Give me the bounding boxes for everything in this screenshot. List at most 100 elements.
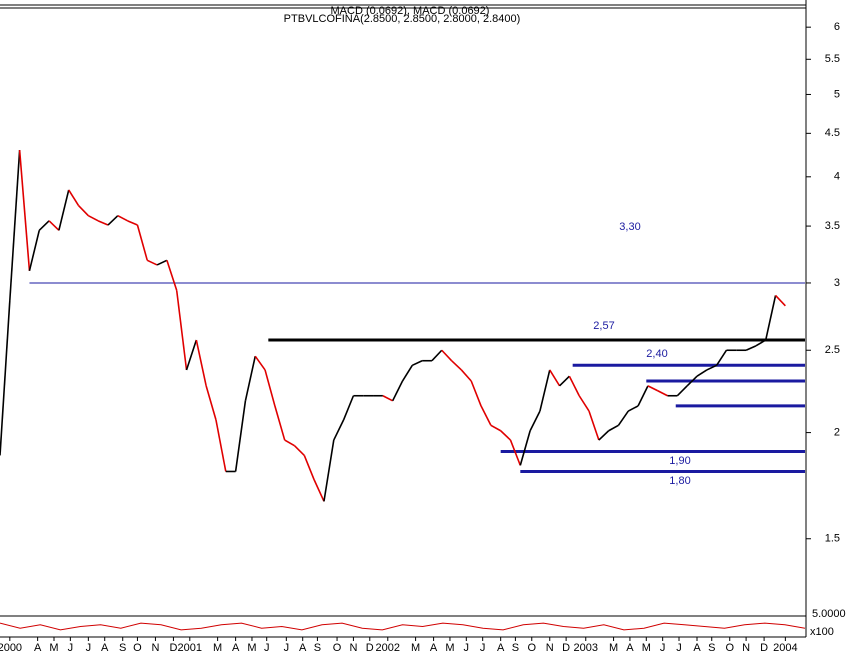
price-segment	[529, 410, 541, 432]
price-segment	[323, 439, 335, 502]
price-segment	[549, 369, 561, 387]
price-segment	[333, 419, 345, 441]
price-segment	[696, 369, 708, 377]
price-segment	[676, 385, 688, 397]
level-annotation: 1,90	[669, 455, 690, 467]
x-tick-label: A	[34, 642, 42, 654]
x-tick-label: J	[264, 642, 270, 654]
price-segment	[617, 410, 629, 426]
price-segment	[87, 214, 99, 222]
x-tick-label: D	[562, 642, 570, 654]
x-tick-label: N	[349, 642, 357, 654]
x-tick-label: M	[247, 642, 256, 654]
price-segment	[470, 380, 482, 407]
price-segment	[578, 395, 590, 412]
x-tick-label: A	[497, 642, 505, 654]
x-tick-label: 2002	[376, 642, 400, 654]
price-segment	[647, 385, 659, 392]
x-tick-label: A	[693, 642, 701, 654]
price-segment	[9, 150, 21, 301]
y-tick-label: 3	[834, 277, 840, 289]
x-tick-label: 2001	[178, 642, 202, 654]
x-tick-label: J	[284, 642, 290, 654]
price-segment	[764, 295, 777, 341]
x-tick-label: D	[169, 642, 177, 654]
x-tick-label: J	[660, 642, 666, 654]
price-segment	[156, 259, 168, 266]
price-segment	[411, 360, 423, 367]
price-segment	[490, 424, 502, 432]
price-segment	[38, 220, 50, 231]
price-segment	[598, 430, 610, 441]
price-segment	[568, 375, 580, 397]
x-tick-label: N	[151, 642, 159, 654]
price-segment	[234, 400, 247, 472]
price-segment	[0, 300, 11, 456]
x-tick-label: M	[213, 642, 222, 654]
y-tick-label: 4	[834, 171, 840, 183]
indicator-title: MACD (0.0692), MACD (0.0692)	[331, 5, 490, 17]
y-tick-label: 2	[834, 426, 840, 438]
price-segment	[303, 455, 315, 481]
price-segment	[509, 439, 522, 466]
y-tick-label: 5.5	[825, 53, 840, 65]
y-tick-label: 1.5	[825, 533, 840, 545]
price-segment	[68, 189, 80, 206]
price-segment	[451, 360, 462, 371]
y-tick-label: 5	[834, 88, 840, 100]
y-tick-label: 3.5	[825, 220, 840, 232]
x-tick-label: O	[725, 642, 734, 654]
price-segment	[166, 260, 178, 291]
indicator-line	[0, 622, 806, 631]
price-segment	[97, 220, 109, 226]
price-segment	[127, 220, 138, 226]
x-tick-label: M	[642, 642, 651, 654]
indicator-unit: x100	[810, 626, 834, 638]
price-segment	[284, 439, 295, 447]
price-segment	[274, 405, 286, 441]
price-segment	[136, 224, 149, 261]
price-segment	[185, 339, 198, 371]
x-tick-label: D	[760, 642, 768, 654]
price-segment	[441, 349, 453, 362]
price-segment	[686, 375, 698, 387]
price-segment	[559, 375, 570, 387]
x-tick-label: J	[68, 642, 74, 654]
price-segment	[539, 369, 551, 412]
level-annotation: 3,30	[619, 221, 640, 233]
price-segment	[244, 356, 257, 401]
price-segment	[480, 405, 492, 426]
price-segment	[215, 419, 227, 472]
y-tick-label: 6	[834, 21, 840, 33]
price-segment	[342, 395, 355, 421]
x-tick-label: O	[333, 642, 342, 654]
price-segment	[313, 479, 325, 502]
price-segment	[706, 364, 717, 371]
price-segment	[774, 294, 786, 307]
price-segment	[175, 290, 188, 371]
chart-title: PTBVLCOFINA(2.8500, 2.8500, 2.8000, 2.84…	[284, 13, 521, 25]
x-tick-label: A	[430, 642, 438, 654]
x-tick-label: M	[411, 642, 420, 654]
price-segment	[588, 410, 600, 441]
price-segment	[77, 205, 89, 217]
price-segment	[107, 215, 119, 226]
price-segment	[745, 345, 757, 351]
indicator-axis-label: 5.0000	[812, 608, 846, 620]
x-tick-label: J	[676, 642, 682, 654]
price-segment	[293, 445, 305, 456]
price-segment	[195, 339, 207, 387]
level-annotation: 1,80	[669, 475, 690, 487]
price-segment	[28, 230, 41, 272]
level-annotation: 2,40	[646, 348, 667, 360]
price-segment	[657, 390, 668, 397]
x-tick-label: N	[742, 642, 750, 654]
x-tick-label: N	[546, 642, 554, 654]
price-segment	[18, 150, 31, 271]
level-annotation: 2,57	[593, 320, 614, 332]
price-segment	[264, 369, 276, 407]
x-tick-label: S	[512, 642, 519, 654]
price-segment	[519, 430, 531, 466]
